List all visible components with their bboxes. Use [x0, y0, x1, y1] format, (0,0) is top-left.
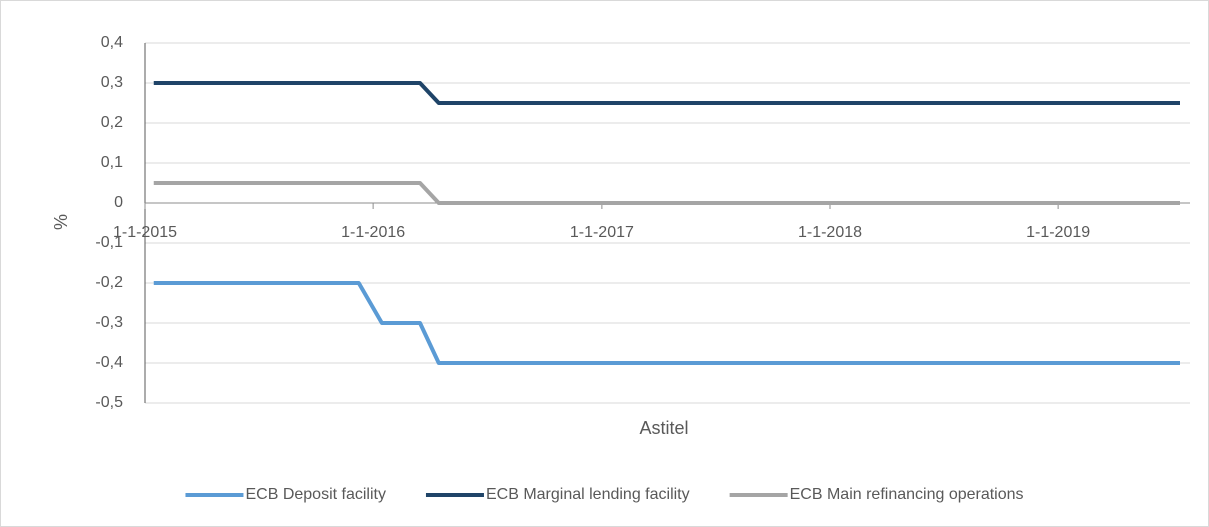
- y-tick-label: 0: [114, 194, 123, 211]
- y-tick-label: -0,5: [95, 394, 123, 411]
- x-tick-label: 1-1-2015: [113, 224, 177, 241]
- y-tick-label: -0,1: [95, 234, 123, 251]
- y-axis-label: %: [51, 214, 71, 230]
- series-line: [153, 81, 1180, 105]
- y-tick-label: -0,4: [95, 354, 123, 371]
- legend-label: ECB Deposit facility: [245, 486, 386, 503]
- series-line: [153, 181, 1180, 205]
- y-tick-label: 0,1: [101, 154, 123, 171]
- legend-label: ECB Main refinancing operations: [790, 486, 1024, 503]
- legend-label: ECB Marginal lending facility: [486, 486, 690, 503]
- x-tick-label: 1-1-2017: [570, 224, 634, 241]
- x-axis-label: Astitel: [639, 418, 688, 438]
- x-tick-label: 1-1-2019: [1026, 224, 1090, 241]
- y-tick-label: 0,3: [101, 74, 123, 91]
- y-tick-label: -0,2: [95, 274, 123, 291]
- y-tick-label: 0,4: [101, 34, 123, 51]
- y-tick-label: -0,3: [95, 314, 123, 331]
- y-tick-label: 0,2: [101, 114, 123, 131]
- series-line: [153, 281, 1180, 365]
- x-tick-label: 1-1-2018: [798, 224, 862, 241]
- x-tick-label: 1-1-2016: [341, 224, 405, 241]
